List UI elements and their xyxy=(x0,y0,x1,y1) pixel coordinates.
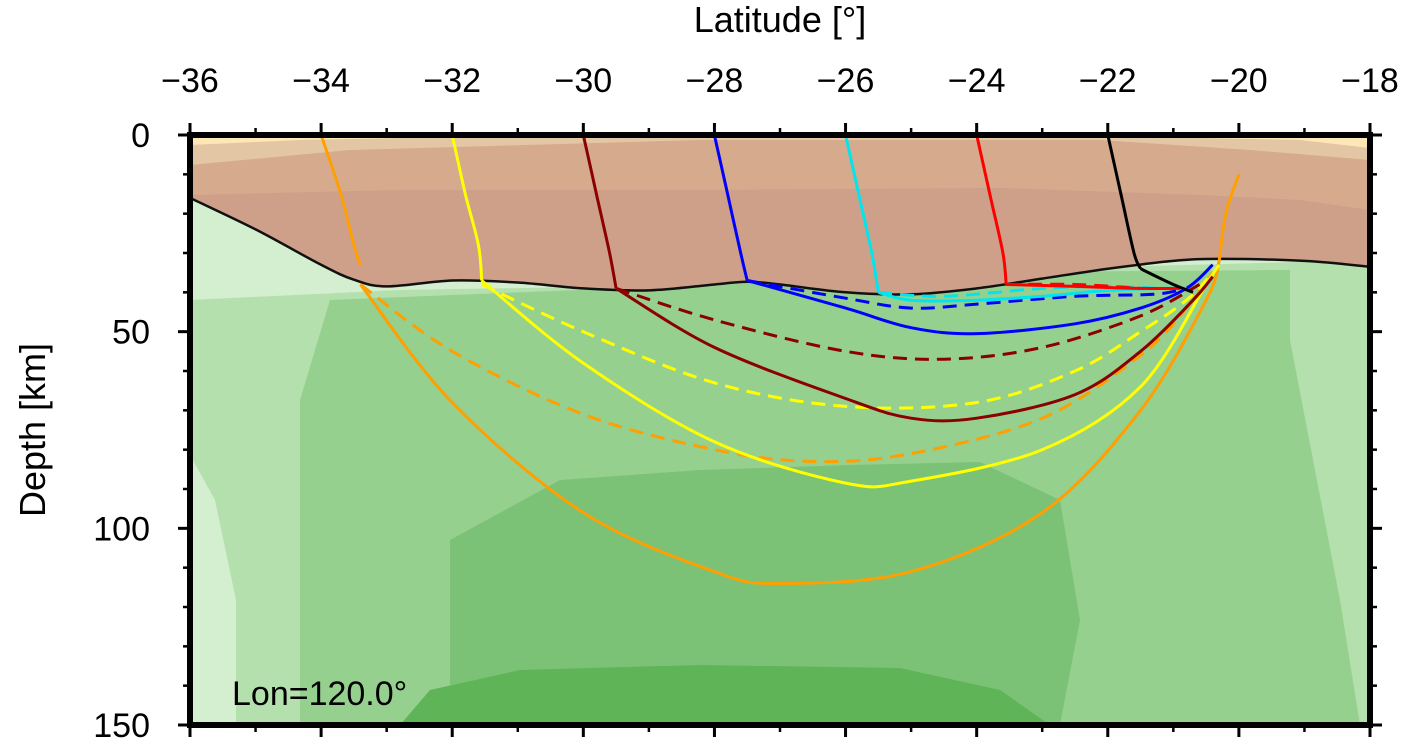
x-tick-label: −20 xyxy=(1210,62,1268,100)
x-tick-label: −18 xyxy=(1341,62,1399,100)
ray-7-crust-segment xyxy=(1106,135,1142,270)
ray-4-crust-segment xyxy=(712,135,749,281)
ray-1-mantle-dashed xyxy=(359,271,1214,464)
velocity-model-field xyxy=(190,135,1370,725)
mantle-zone-4 xyxy=(400,665,1050,725)
ray-6-mantle-dashed xyxy=(1006,282,1141,290)
ray-3-crust-segment xyxy=(581,135,618,289)
y-tick-label: 100 xyxy=(93,510,150,548)
ray-6-crust-segment xyxy=(975,135,1008,285)
x-tick-label: −36 xyxy=(161,62,219,100)
y-tick-label: 150 xyxy=(93,707,150,745)
x-tick-label: −24 xyxy=(948,62,1006,100)
ray-1-tail xyxy=(1217,173,1241,262)
ray-paths xyxy=(319,135,1241,585)
x-tick-label: −32 xyxy=(423,62,481,100)
ray-1-crust-segment xyxy=(319,135,362,266)
x-tick-label: −28 xyxy=(686,62,744,100)
y-tick-label: 0 xyxy=(131,117,150,155)
y-axis-title: Depth [km] xyxy=(12,343,53,517)
crust-top-layer xyxy=(190,135,1370,165)
ray-5-crust-segment xyxy=(844,135,880,293)
longitude-annotation: Lon=120.0° xyxy=(232,675,407,713)
ray-3-mantle-dashed xyxy=(615,283,1201,361)
ray-2-crust-segment xyxy=(450,135,484,281)
ray-3-mantle-solid xyxy=(615,275,1214,423)
y-tick-label: 50 xyxy=(112,314,150,352)
ray-2-mantle-dashed xyxy=(481,271,1214,410)
x-tick-label: −34 xyxy=(292,62,350,100)
ray-4-mantle-solid xyxy=(746,263,1214,336)
x-tick-label: −30 xyxy=(554,62,612,100)
x-tick-label: −26 xyxy=(817,62,875,100)
x-axis-title: Latitude [°] xyxy=(694,0,867,40)
x-axis-ticks: −36 −34 −32 −30 −28 −26 −24 −22 −20 −18 xyxy=(161,62,1399,737)
ray-1-mantle-solid xyxy=(359,260,1221,585)
crust-upper-layer xyxy=(190,135,1370,210)
ray-2-mantle-solid xyxy=(480,263,1221,489)
ray-7-mantle-solid xyxy=(1139,267,1194,294)
y-axis-ticks: 0 50 100 150 xyxy=(93,117,1382,745)
x-tick-label: −22 xyxy=(1079,62,1137,100)
ray-4-mantle-dashed xyxy=(746,279,1187,310)
